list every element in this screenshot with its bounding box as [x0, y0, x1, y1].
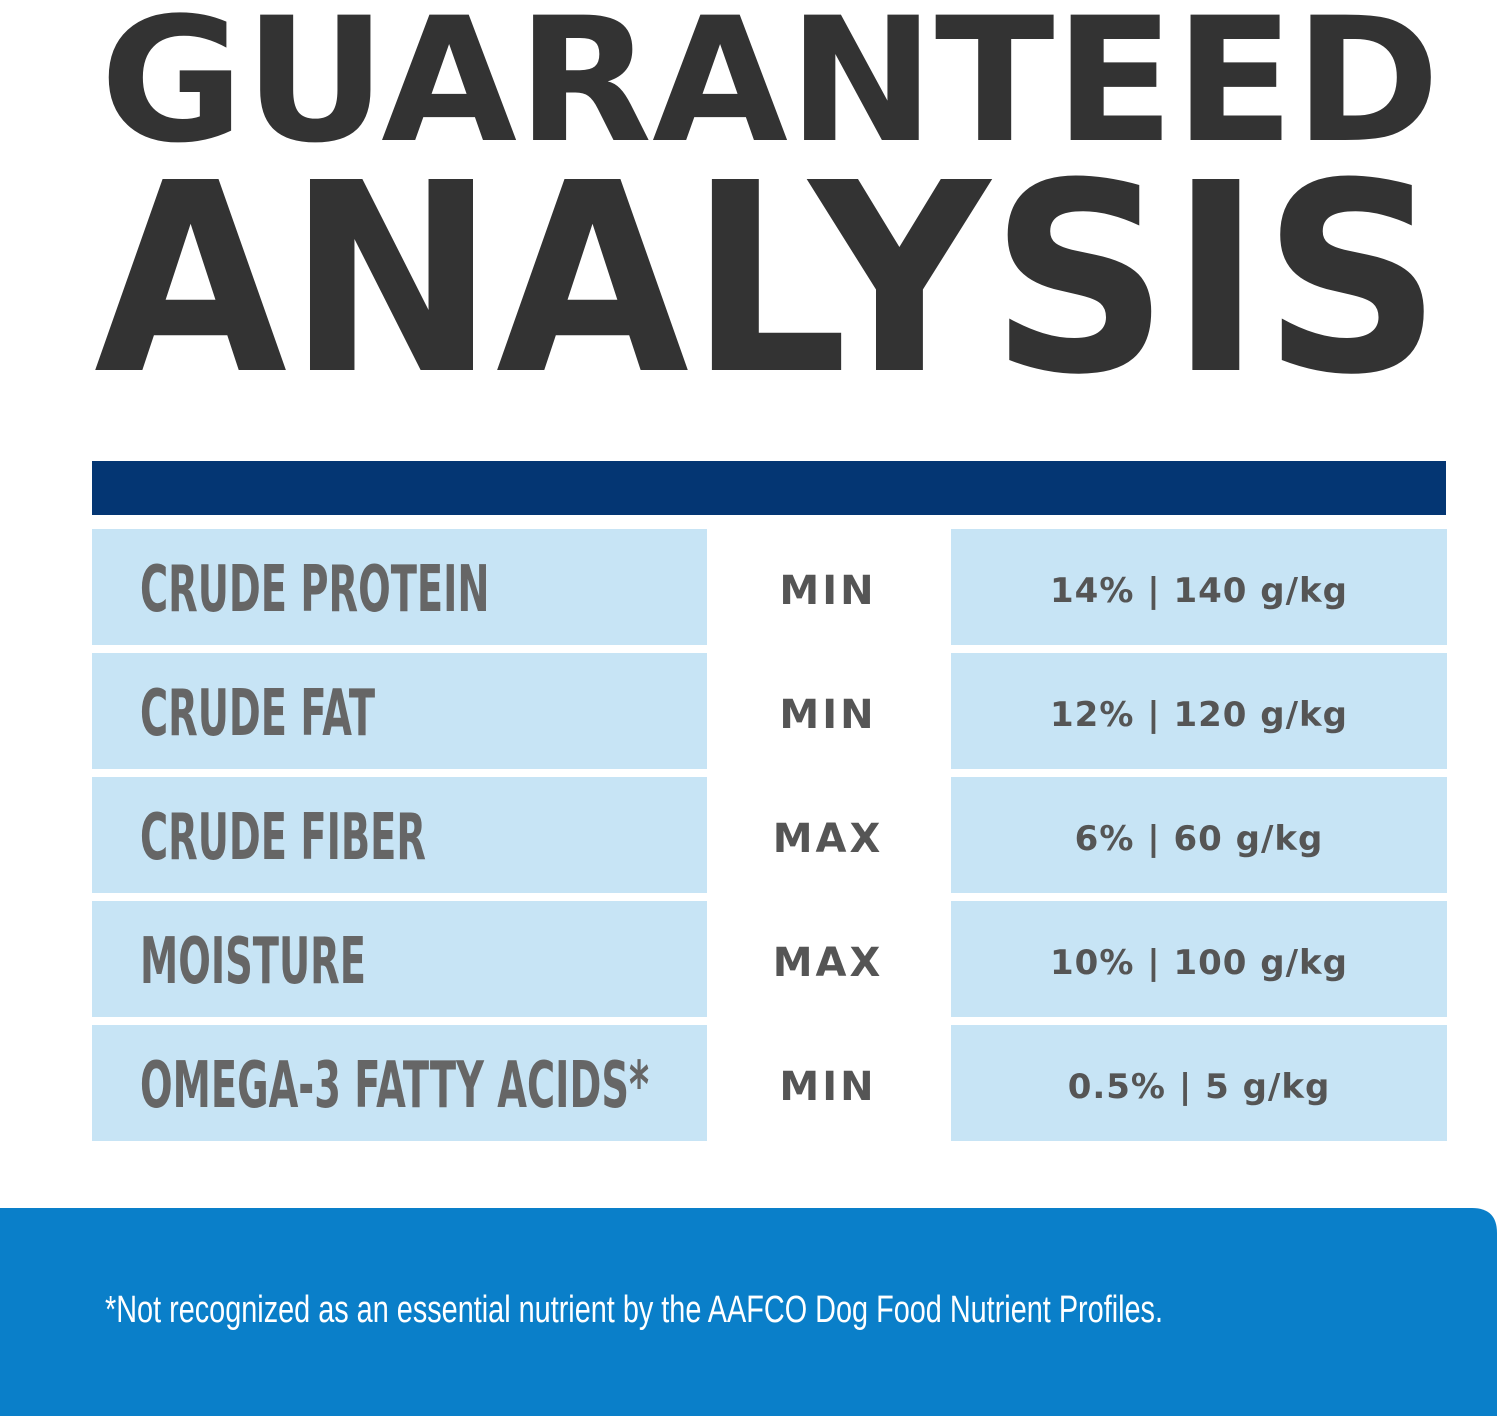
nutrient-name: OMEGA-3 FATTY ACIDS*: [140, 1049, 649, 1123]
amount: 0.5% | 5 g/kg: [1068, 1067, 1331, 1107]
row-label-cell: [92, 901, 707, 1017]
nutrient-name: CRUDE FAT: [140, 677, 375, 751]
row-label-cell: [92, 1025, 707, 1141]
row-label-cell: [92, 777, 707, 893]
nutrient-name: CRUDE PROTEIN: [140, 553, 490, 627]
title-line: GUARANTEED: [100, 0, 1440, 181]
nutrient-name: CRUDE FIBER: [140, 801, 426, 875]
title-line: ANALYSIS: [94, 127, 1442, 432]
row-value-cell: [951, 1025, 1447, 1141]
qualifier: MAX: [773, 816, 884, 862]
qualifier: MIN: [779, 692, 876, 738]
amount: 10% | 100 g/kg: [1050, 943, 1348, 983]
amount: 14% | 140 g/kg: [1050, 571, 1348, 611]
footnote: *Not recognized as an essential nutrient…: [105, 1289, 1163, 1331]
qualifier: MIN: [779, 1064, 876, 1110]
footer-panel: [0, 1208, 1497, 1416]
qualifier: MAX: [773, 940, 884, 986]
table: CRUDE PROTEIN MIN 14% | 140 g/kg CRUDE FAT M…: [92, 529, 1447, 1141]
row-value-cell: [951, 777, 1447, 893]
row-value-cell: [951, 529, 1447, 645]
amount: 12% | 120 g/kg: [1050, 695, 1348, 735]
header-bar: [92, 461, 1446, 515]
row-value-cell: [951, 653, 1447, 769]
nutrient-name: MOISTURE: [140, 925, 366, 999]
row-label-cell: [92, 529, 707, 645]
amount: 6% | 60 g/kg: [1075, 819, 1324, 859]
row-value-cell: [951, 901, 1447, 1017]
row-label-cell: [92, 653, 707, 769]
qualifier: MIN: [779, 568, 876, 614]
